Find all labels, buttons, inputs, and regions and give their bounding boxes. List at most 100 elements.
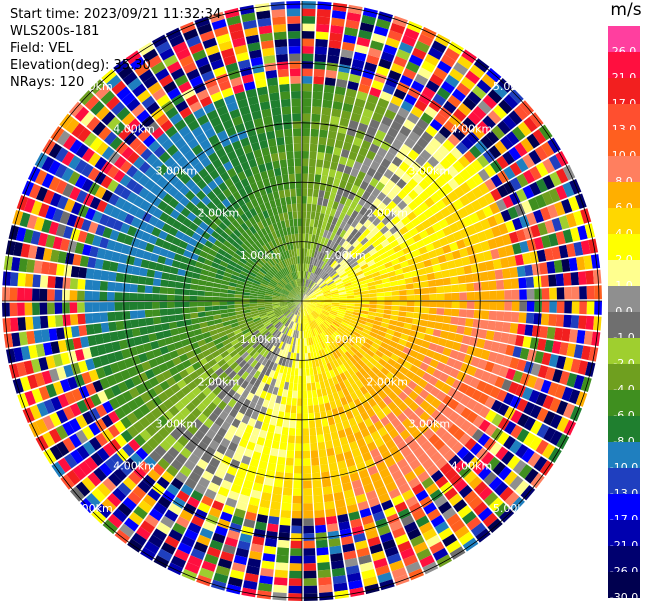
range-gate [339, 229, 347, 238]
range-gate [274, 238, 281, 247]
range-gate [593, 316, 602, 331]
range-gate [216, 444, 228, 455]
range-gate [87, 167, 100, 181]
range-gate [295, 271, 299, 279]
range-gate [388, 463, 400, 475]
range-gate [480, 240, 491, 252]
range-gate [132, 182, 144, 195]
colorbar-label: -6.0 [608, 410, 640, 421]
range-gate [166, 343, 176, 353]
range-gate [400, 547, 415, 560]
range-gate [123, 517, 139, 532]
range-gate [298, 286, 301, 294]
range-gate [333, 415, 342, 424]
range-gate [303, 488, 313, 496]
range-gate [485, 409, 497, 423]
range-gate [522, 169, 536, 184]
range-gate [319, 314, 327, 320]
range-gate [188, 222, 199, 232]
range-gate [285, 457, 294, 466]
range-gate [314, 174, 322, 183]
range-gate [251, 141, 261, 152]
range-gate [231, 140, 242, 151]
range-gate [264, 392, 272, 401]
range-gate [102, 332, 112, 344]
range-gate [303, 308, 306, 316]
range-gate [111, 80, 127, 95]
range-gate [321, 478, 332, 488]
range-gate [388, 428, 399, 439]
range-gate [100, 270, 110, 281]
range-gate [49, 192, 62, 207]
range-gate [281, 106, 292, 115]
range-gate [232, 392, 241, 402]
range-gate [309, 256, 314, 265]
range-gate [544, 339, 554, 353]
range-gate [418, 325, 427, 334]
range-gate [309, 302, 317, 305]
range-gate [404, 137, 416, 149]
range-gate [303, 503, 313, 511]
range-gate [204, 306, 213, 312]
range-gate [336, 282, 344, 288]
range-gate [302, 301, 310, 304]
range-gate [242, 19, 257, 30]
range-gate [424, 197, 435, 208]
range-ring-label: 3.00km [155, 164, 197, 177]
range-gate [219, 297, 228, 301]
range-gate [273, 433, 281, 442]
range-gate [377, 572, 393, 584]
range-gate [440, 431, 453, 444]
range-gate [402, 68, 417, 80]
range-gate [302, 293, 305, 301]
range-gate [307, 306, 314, 312]
range-gate [302, 31, 315, 39]
range-gate [120, 187, 132, 200]
range-gate [355, 325, 364, 332]
range-gate [284, 359, 290, 368]
range-gate [162, 329, 172, 338]
range-gate [316, 304, 324, 308]
colorbar-swatch [608, 364, 640, 390]
range-gate [295, 297, 302, 301]
range-gate [498, 365, 509, 378]
range-gate [302, 1, 316, 9]
range-gate [180, 447, 192, 459]
range-gate [274, 355, 281, 365]
range-gate [341, 205, 350, 214]
range-gate [314, 287, 321, 293]
range-gate [373, 171, 383, 182]
range-gate [476, 79, 492, 94]
range-gate [279, 403, 286, 413]
range-gate [377, 346, 387, 354]
range-gate [280, 244, 286, 252]
range-gate [341, 172, 350, 182]
range-gate [242, 328, 251, 335]
range-gate [522, 185, 535, 199]
range-gate [187, 522, 202, 534]
range-gate [248, 245, 257, 254]
range-gate [244, 219, 253, 229]
range-gate [306, 271, 310, 280]
range-gate [121, 92, 136, 106]
range-gate [243, 518, 256, 529]
range-gate [201, 435, 213, 446]
range-gate [350, 365, 359, 374]
range-gate [274, 321, 281, 328]
range-gate [327, 267, 334, 275]
range-gate [312, 311, 318, 318]
range-gate [489, 301, 497, 311]
range-gate [116, 330, 126, 340]
range-gate [331, 323, 339, 330]
range-gate [285, 374, 291, 383]
range-gate [425, 327, 435, 336]
range-gate [456, 351, 467, 362]
range-gate [238, 234, 247, 243]
range-gate [274, 198, 282, 207]
range-gate [289, 570, 302, 579]
range-gate [137, 310, 146, 319]
range-gate [289, 304, 296, 310]
range-gate [158, 230, 168, 240]
range-gate [294, 307, 299, 315]
range-gate [330, 250, 337, 259]
